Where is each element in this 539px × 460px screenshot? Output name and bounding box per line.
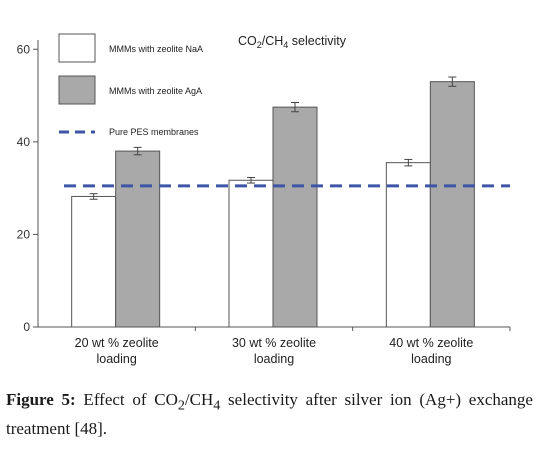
- y-tick-label: 60: [17, 42, 31, 56]
- y-tick-label: 0: [23, 320, 30, 334]
- caption-text-b: /CH: [184, 390, 214, 409]
- legend-swatch-naa: [58, 33, 96, 63]
- chart-title: CO2/CH4 selectivity: [238, 34, 347, 50]
- caption-text-a: Effect of CO: [75, 390, 178, 409]
- legend-label-aga: MMMs with zeolite AgA: [109, 86, 202, 96]
- legend-label-naa: MMMs with zeolite NaA: [109, 44, 203, 54]
- bar-aga: [429, 81, 475, 328]
- chart-bars: [71, 81, 475, 328]
- bar-naa: [228, 179, 274, 328]
- y-tick-label: 40: [17, 135, 31, 149]
- category-label: loading: [254, 352, 294, 366]
- bar-naa: [71, 195, 117, 328]
- chart-legend: MMMs with zeolite NaA MMMs with zeolite A…: [58, 33, 203, 137]
- legend-swatch-aga: [58, 75, 96, 105]
- category-label: 20 wt % zeolite: [75, 336, 159, 350]
- figure-caption: Figure 5: Effect of CO2/CH4 selectivity …: [6, 388, 533, 440]
- selectivity-bar-chart: 0 20 40 60 20 wt % zeolite loading 30 wt % ze…: [17, 33, 511, 366]
- category-label: loading: [97, 352, 137, 366]
- bar-naa: [385, 162, 431, 328]
- bar-aga: [272, 106, 318, 328]
- caption-sub-a: 2: [177, 397, 185, 414]
- category-label: loading: [411, 352, 451, 366]
- legend-label-pes: Pure PES membranes: [109, 127, 199, 137]
- bar-aga: [115, 150, 161, 328]
- category-labels: 20 wt % zeolite loading 30 wt % zeolite loa…: [75, 336, 474, 366]
- caption-sub-b: 4: [213, 397, 221, 414]
- figure-label: Figure 5:: [6, 390, 76, 409]
- y-tick-label: 20: [17, 227, 31, 241]
- chart-error-bars: [89, 76, 457, 200]
- caption-text-c: selectivity after silver ion (Ag+) excha…: [6, 390, 533, 439]
- category-label: 40 wt % zeolite: [389, 336, 473, 350]
- category-label: 30 wt % zeolite: [232, 336, 316, 350]
